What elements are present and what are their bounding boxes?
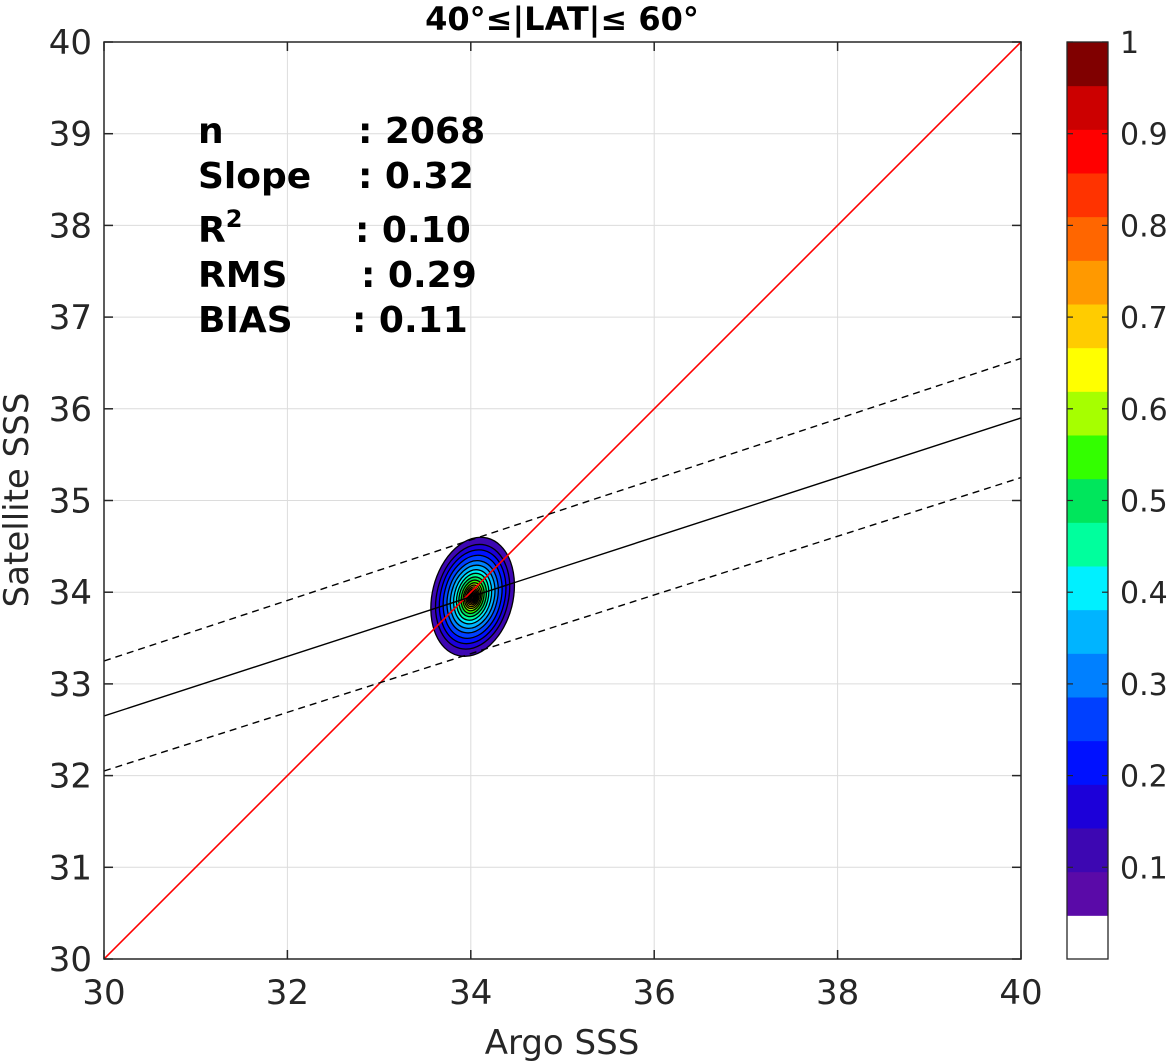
stat-label: BIAS — [198, 300, 293, 341]
colorbar-tick-label: 1 — [1120, 26, 1139, 61]
stat-label: n — [198, 111, 224, 152]
stat-label: Slope — [198, 156, 311, 197]
x-axis-label: Argo SSS — [485, 1023, 640, 1062]
colorbar-band — [1067, 391, 1108, 436]
y-tick-label: 34 — [49, 573, 92, 613]
colorbar-band — [1067, 85, 1108, 130]
y-tick-label: 35 — [49, 482, 92, 522]
colorbar-tick-label: 0.9 — [1120, 118, 1168, 153]
y-tick-label: 40 — [49, 23, 92, 63]
colorbar-band — [1067, 697, 1108, 742]
colorbar-band — [1067, 522, 1108, 567]
grid — [103, 41, 1022, 960]
y-tick-label: 33 — [49, 665, 92, 705]
regression-line — [104, 417, 1021, 717]
colorbar-tick-label: 0.7 — [1120, 301, 1168, 336]
colorbar-band — [1067, 304, 1108, 349]
stat-value: : 0.11 — [352, 300, 468, 341]
colorbar-band — [1067, 653, 1108, 698]
colorbar-band — [1067, 784, 1108, 829]
stat-label: R2 — [198, 205, 242, 251]
x-tick-label: 32 — [266, 973, 309, 1013]
colorbar-band — [1067, 260, 1108, 305]
colorbar-band — [1067, 828, 1108, 873]
stat-value: : 0.32 — [358, 156, 474, 197]
y-tick-label: 36 — [49, 390, 92, 430]
y-tick-label: 31 — [49, 848, 92, 888]
x-tick-label: 40 — [999, 973, 1042, 1013]
stat-value: : 0.29 — [361, 255, 477, 296]
colorbar-band — [1067, 216, 1108, 261]
colorbar-band — [1067, 173, 1108, 218]
colorbar-tick-label: 0.8 — [1120, 209, 1168, 244]
chart-title: 40°≤|LAT|≤ 60° — [425, 0, 699, 39]
y-axis-label: Satellite SSS — [0, 393, 37, 608]
colorbar-band — [1067, 478, 1108, 523]
colorbar-tick-label: 0.4 — [1120, 576, 1168, 611]
axis-ticks — [103, 41, 1022, 960]
colorbar-band — [1067, 871, 1108, 916]
stat-label: RMS — [198, 255, 287, 296]
colorbar-band — [1067, 347, 1108, 392]
one-to-one-line — [104, 42, 1021, 959]
confidence-line — [104, 357, 1021, 662]
x-tick-label: 38 — [816, 973, 859, 1013]
colorbar-tick-label: 0.5 — [1120, 485, 1168, 520]
y-tick-label: 32 — [49, 757, 92, 797]
x-tick-label: 36 — [633, 973, 676, 1013]
colorbar-band — [1067, 129, 1108, 174]
colorbar-tick-label: 0.6 — [1120, 393, 1168, 428]
colorbar-band — [1067, 609, 1108, 654]
colorbar-band — [1067, 740, 1108, 785]
colorbar-tick-label: 0.2 — [1120, 760, 1168, 795]
colorbar-band — [1067, 42, 1108, 87]
axis-tick-labels: 30 32 34 36 38 40 30 31 32 33 34 35 36 37 38 39 40 — [49, 23, 1043, 1013]
stat-value: : 2068 — [358, 111, 485, 152]
colorbar-tick-label: 0.3 — [1120, 668, 1168, 703]
confidence-line — [104, 476, 1021, 772]
stats-box: n : 2068 Slope : 0.32 R2 : 0.10 RMS : 0.29 BIAS:… — [198, 111, 485, 341]
colorbar-band — [1067, 566, 1108, 611]
x-tick-label: 30 — [82, 973, 125, 1013]
x-tick-label: 34 — [449, 973, 492, 1013]
y-tick-label: 38 — [49, 206, 92, 246]
stat-value: : 0.10 — [355, 210, 471, 251]
y-tick-label: 39 — [49, 115, 92, 155]
colorbar-band — [1067, 915, 1108, 960]
y-tick-label: 37 — [49, 298, 92, 338]
colorbar-tick-label: 0.1 — [1120, 851, 1168, 886]
colorbar-band — [1067, 435, 1108, 480]
colorbar: 0.1 0.2 0.3 0.4 0.5 0.6 0.7 0.8 0.9 1 — [1066, 26, 1168, 960]
fit-lines — [104, 42, 1021, 959]
y-tick-label: 30 — [49, 940, 92, 980]
